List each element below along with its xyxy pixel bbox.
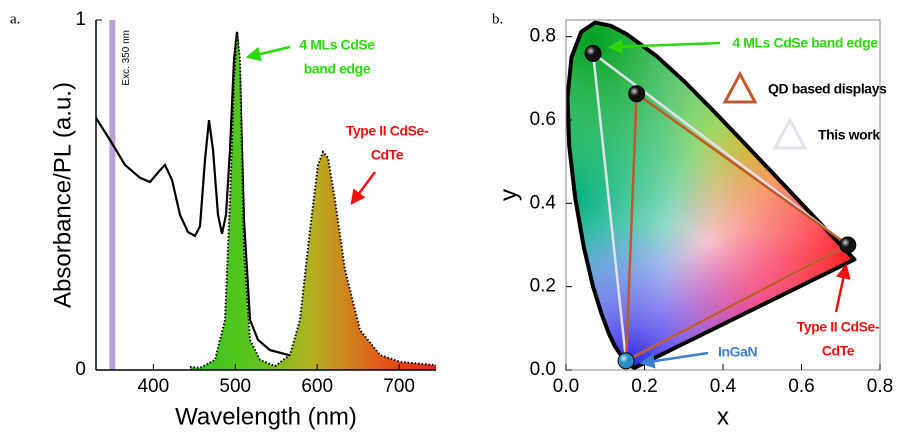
y-tick-label: 0 <box>75 359 86 380</box>
y-tick-label: 0.6 <box>530 109 556 130</box>
spectrum-line <box>189 31 437 369</box>
legend-swatch <box>772 116 808 150</box>
panel-label: b. <box>492 11 503 27</box>
excitation-label: Exc. 350 nm <box>121 30 132 86</box>
y-tick-label: 1 <box>75 9 86 30</box>
spectral-locus <box>565 20 857 370</box>
y-tick-label: 0.8 <box>530 26 556 47</box>
x-tick-label: 0.8 <box>867 376 893 397</box>
x-tick-label: 700 <box>383 376 415 397</box>
x-tick-label: 0.6 <box>788 376 814 397</box>
x-tick-label: 0.2 <box>631 376 657 397</box>
point-shine <box>628 85 645 102</box>
point-shine <box>839 237 856 253</box>
y-tick-label: 0.0 <box>530 359 556 380</box>
point-shine <box>585 45 602 62</box>
legend-swatch <box>722 70 758 104</box>
spectrum-line <box>95 31 437 368</box>
x-tick-label: 400 <box>137 376 169 397</box>
excitation-line <box>109 20 116 370</box>
annotation: InGaN <box>718 344 758 360</box>
y-axis-label: y <box>495 189 522 201</box>
annotation: CdTe <box>371 147 404 163</box>
y-tick-label: 0.4 <box>530 192 557 213</box>
x-tick-label: 0.0 <box>553 376 579 397</box>
annotation: Type II CdSe- <box>346 123 429 139</box>
x-tick-label: 0.4 <box>710 376 737 397</box>
x-tick-label: 500 <box>219 376 251 397</box>
arrows <box>245 39 851 369</box>
x-axis-label: Wavelength (nm) <box>175 403 357 430</box>
point-shine <box>618 352 635 369</box>
annotation: band edge <box>304 61 371 77</box>
x-tick-label: 600 <box>301 376 333 397</box>
annotation: 4 MLs CdSe band edge <box>732 35 878 51</box>
y-axis-label: Absorbance/PL (a.u.) <box>49 82 76 308</box>
gamut-triangle <box>624 91 851 363</box>
legend-label: This work <box>818 127 880 143</box>
annotation: Type II CdSe- <box>797 319 880 335</box>
legend-label: QD based displays <box>768 81 887 97</box>
pl-area <box>189 31 436 371</box>
x-axis-label: x <box>717 403 729 430</box>
annotation: CdTe <box>822 343 855 359</box>
y-tick-label: 0.2 <box>530 276 556 297</box>
panel-label: a. <box>10 11 20 27</box>
annotation: 4 MLs CdSe <box>299 37 375 53</box>
